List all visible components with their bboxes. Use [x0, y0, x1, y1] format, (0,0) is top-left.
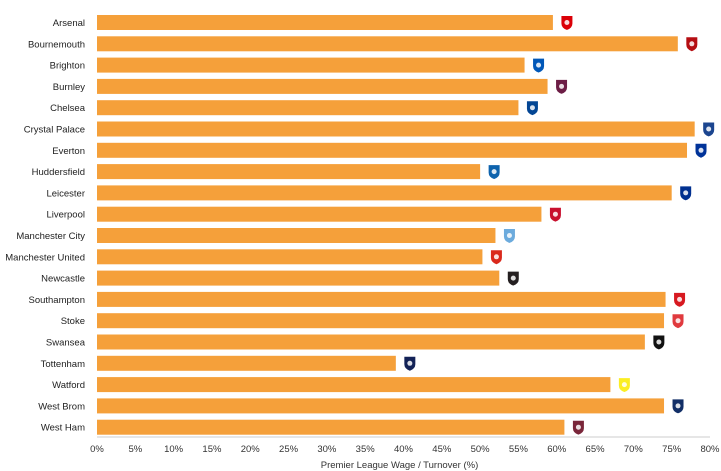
bar-manchester-city: [97, 228, 496, 243]
badge-icon-bournemouth: [685, 36, 699, 53]
badge-icon-watford: [617, 377, 631, 394]
category-label-crystal-palace: Crystal Palace: [24, 125, 85, 136]
badge-icon-swansea: [652, 334, 666, 351]
bar-liverpool: [97, 206, 542, 222]
bar-southampton: [97, 291, 666, 307]
badge-icon-tottenham: [403, 355, 417, 372]
category-label-everton: Everton: [52, 146, 85, 157]
badge-icon-manchester-united: [489, 249, 503, 266]
x-tick-label-0: 0%: [90, 444, 104, 455]
badge-icon-manchester-city: [502, 228, 516, 245]
badge-icon-huddersfield: [487, 164, 501, 181]
x-tick-label-40: 40%: [394, 444, 414, 455]
badge-icon-burnley: [555, 78, 569, 95]
bar-stoke: [97, 313, 665, 329]
bars-group: [97, 15, 695, 435]
category-label-southampton: Southampton: [28, 295, 85, 306]
badge-icon-arsenal: [560, 15, 574, 32]
x-tick-labels-group: 0% 5% 10% 15% 20% 25% 30% 35% 40% 45% 50% 55% 60% 65%…: [90, 444, 720, 455]
bar-chelsea: [97, 100, 519, 116]
bar-west-brom: [97, 398, 665, 414]
badge-icon-southampton: [673, 291, 687, 308]
category-label-manchester-united: Manchester United: [5, 252, 85, 263]
x-tick-label-55: 55%: [509, 444, 529, 455]
badge-icon-west-ham: [571, 419, 585, 436]
bar-huddersfield: [97, 164, 481, 180]
x-tick-label-35: 35%: [356, 444, 376, 455]
club-badges-group: [403, 15, 716, 436]
x-tick-label-45: 45%: [432, 444, 452, 455]
badge-icon-west-brom: [671, 398, 685, 415]
category-label-watford: Watford: [52, 380, 85, 391]
x-tick-label-80: 80%: [700, 444, 720, 455]
x-tick-label-60: 60%: [547, 444, 567, 455]
x-tick-label-50: 50%: [471, 444, 491, 455]
bar-west-ham: [97, 419, 565, 435]
badge-icon-crystal-palace: [702, 121, 716, 138]
category-label-manchester-city: Manchester City: [16, 231, 85, 242]
bar-newcastle: [97, 270, 500, 286]
category-label-stoke: Stoke: [61, 316, 85, 327]
category-label-burnley: Burnley: [53, 82, 85, 93]
x-tick-label-15: 15%: [202, 444, 222, 455]
badge-icon-leicester: [679, 185, 693, 202]
category-label-west-brom: West Brom: [38, 401, 85, 412]
category-label-liverpool: Liverpool: [46, 210, 85, 221]
x-tick-label-5: 5%: [128, 444, 142, 455]
x-tick-label-75: 75%: [662, 444, 682, 455]
category-label-chelsea: Chelsea: [50, 103, 86, 114]
badge-icon-chelsea: [525, 100, 539, 117]
bar-bournemouth: [97, 36, 678, 52]
bar-manchester-united: [97, 249, 483, 265]
x-axis-title: Premier League Wage / Turnover (%): [321, 460, 479, 471]
bar-everton: [97, 142, 688, 158]
category-label-leicester: Leicester: [46, 188, 85, 199]
category-label-west-ham: West Ham: [41, 423, 85, 434]
badge-icon-newcastle: [506, 270, 520, 287]
x-tick-label-20: 20%: [241, 444, 261, 455]
x-tick-label-25: 25%: [279, 444, 299, 455]
badge-icon-liverpool: [548, 206, 562, 223]
bar-arsenal: [97, 15, 553, 30]
badge-icon-stoke: [671, 313, 685, 330]
bar-crystal-palace: [97, 121, 695, 137]
category-label-huddersfield: Huddersfield: [32, 167, 85, 178]
bar-tottenham: [97, 355, 396, 371]
x-tick-label-70: 70%: [624, 444, 644, 455]
x-tick-label-10: 10%: [164, 444, 184, 455]
x-tick-label-65: 65%: [586, 444, 606, 455]
category-label-swansea: Swansea: [46, 338, 86, 349]
category-label-arsenal: Arsenal: [53, 18, 85, 29]
category-labels-group: Arsenal Bournemouth Brighton Burnley Chelsea…: [5, 18, 85, 434]
bar-leicester: [97, 185, 672, 201]
bar-brighton: [97, 57, 525, 73]
category-label-brighton: Brighton: [50, 61, 85, 72]
bar-swansea: [97, 334, 645, 350]
bar-burnley: [97, 78, 548, 94]
badge-icon-everton: [694, 142, 708, 159]
x-tick-label-30: 30%: [317, 444, 337, 455]
badge-icon-brighton: [532, 57, 546, 74]
category-label-bournemouth: Bournemouth: [28, 39, 85, 50]
bar-watford: [97, 377, 611, 393]
category-label-newcastle: Newcastle: [41, 274, 85, 285]
category-label-tottenham: Tottenham: [41, 359, 85, 370]
